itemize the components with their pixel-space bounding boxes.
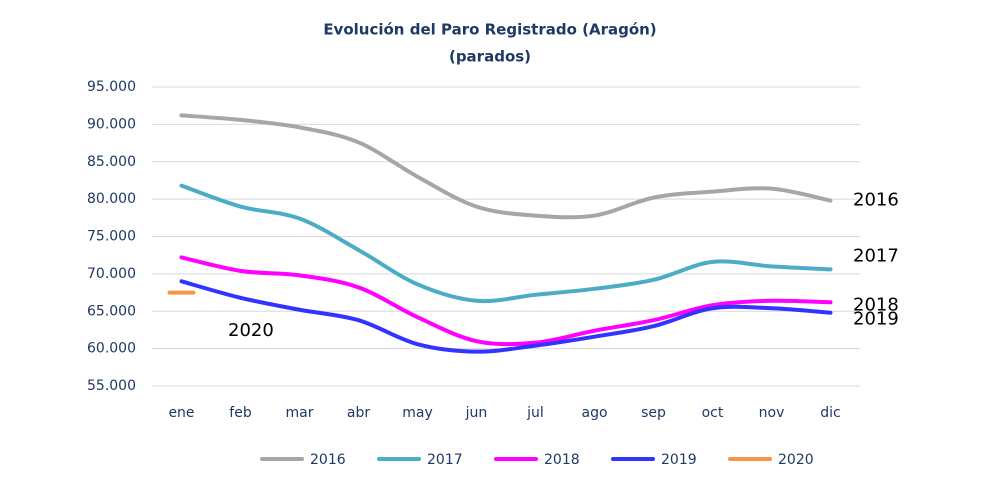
series-label: 2019 <box>853 309 899 330</box>
series-label: 2018 <box>853 294 899 315</box>
y-tick-label: 70.000 <box>87 266 136 282</box>
x-tick-label: jul <box>526 405 544 421</box>
series-line <box>179 255 833 347</box>
y-tick-label: 80.000 <box>87 191 136 207</box>
y-tick-label: 60.000 <box>87 341 136 357</box>
y-tick-label: 65.000 <box>87 303 136 319</box>
x-tick-label: oct <box>702 405 724 421</box>
series-label: 2017 <box>853 245 899 266</box>
chart-subtitle: (parados) <box>449 48 531 66</box>
x-tick-label: mar <box>286 405 314 421</box>
y-tick-label: 55.000 <box>87 378 136 394</box>
legend-label: 2019 <box>661 452 697 468</box>
x-tick-label: sep <box>641 405 666 421</box>
x-tick-label: ago <box>581 405 607 421</box>
legend-label: 2017 <box>427 452 463 468</box>
x-tick-label: may <box>402 405 433 421</box>
x-tick-label: dic <box>820 405 840 421</box>
series-line <box>179 113 833 220</box>
series-label: 2016 <box>853 190 899 211</box>
legend-label: 2018 <box>544 452 580 468</box>
x-tick-label: ene <box>168 405 194 421</box>
x-tick-label: jun <box>465 405 488 421</box>
series-line <box>179 183 833 304</box>
legend-label: 2020 <box>778 452 814 468</box>
series-label: 2020 <box>228 320 274 341</box>
y-tick-label: 75.000 <box>87 229 136 245</box>
x-tick-label: nov <box>759 405 785 421</box>
legend-label: 2016 <box>310 452 346 468</box>
x-tick-label: feb <box>229 405 252 421</box>
y-tick-label: 90.000 <box>87 116 136 132</box>
chart-title: Evolución del Paro Registrado (Aragón) <box>323 21 656 39</box>
x-tick-label: abr <box>347 405 370 421</box>
y-tick-label: 95.000 <box>87 79 136 95</box>
y-tick-label: 85.000 <box>87 154 136 170</box>
series-line <box>179 279 833 354</box>
